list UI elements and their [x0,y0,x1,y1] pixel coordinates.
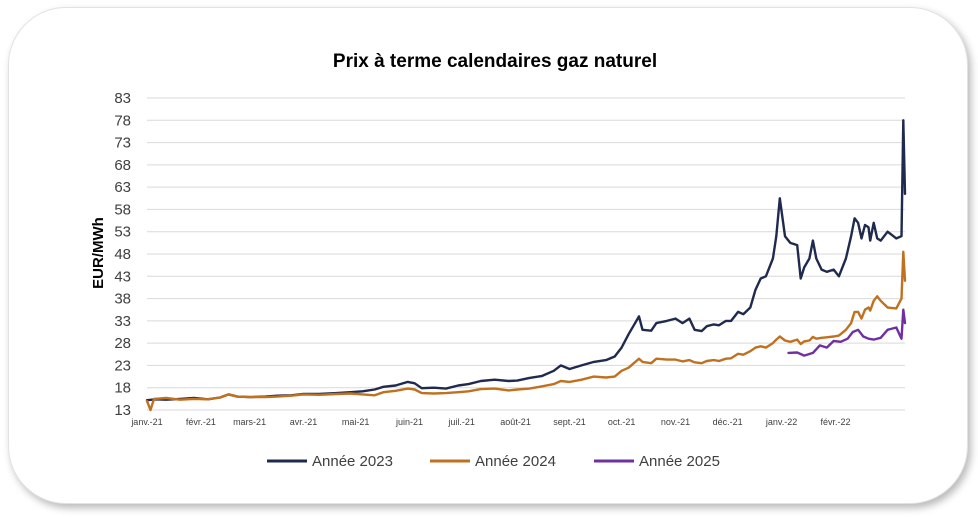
y-tick-labels: 13 18 23 28 33 38 43 48 53 58 63 68 73 78 83 [114,90,131,419]
y-tick-label: 23 [114,357,131,374]
series-lines [145,119,907,412]
y-tick-label: 48 [114,246,131,263]
series-line-2 [145,250,907,412]
y-tick-label: 28 [114,335,131,352]
y-tick-label: 78 [114,112,131,129]
legend: Année 2023 Année 2024 Année 2025 [267,453,720,470]
x-tick-label: sept.-21 [553,417,586,427]
y-tick-label: 18 [114,380,131,397]
y-tick-label: 63 [114,179,131,196]
x-tick-label: mai-21 [342,417,370,427]
x-tick-label: déc.-21 [713,417,743,427]
x-tick-label: juil.-21 [447,417,475,427]
y-tick-label: 73 [114,135,131,152]
x-tick-label: mars-21 [233,417,266,427]
x-tick-labels: janv.-21 févr.-21 mars-21 avr.-21 mai-21 juin… [130,417,850,427]
legend-label-2: Année 2024 [475,453,556,470]
series-line-3 [787,308,907,357]
legend-label-3: Année 2025 [639,453,720,470]
x-tick-label: févr.-22 [820,417,850,427]
y-tick-label: 43 [114,268,131,285]
x-tick-label: janv.-21 [130,417,162,427]
chart-card [8,7,968,504]
x-tick-label: oct.-21 [608,417,636,427]
y-tick-label: 58 [114,201,131,218]
y-tick-label: 13 [114,402,131,419]
y-axis-label: EUR/MWh [90,217,107,289]
series-line-1 [145,119,907,402]
y-tick-label: 68 [114,157,131,174]
y-tick-label: 38 [114,291,131,308]
legend-label-1: Année 2023 [312,453,393,470]
x-tick-label: janv.-22 [765,417,797,427]
y-tick-label: 33 [114,313,131,330]
x-tick-label: nov.-21 [661,417,690,427]
x-tick-label: juin-21 [395,417,423,427]
chart-title: Prix à terme calendaires gaz naturel [333,51,657,72]
y-tick-label: 53 [114,224,131,241]
x-tick-label: avr.-21 [290,417,318,427]
x-tick-label: févr.-21 [186,417,216,427]
grid [147,97,905,411]
y-tick-label: 83 [114,90,131,107]
x-tick-label: août-21 [500,417,531,427]
